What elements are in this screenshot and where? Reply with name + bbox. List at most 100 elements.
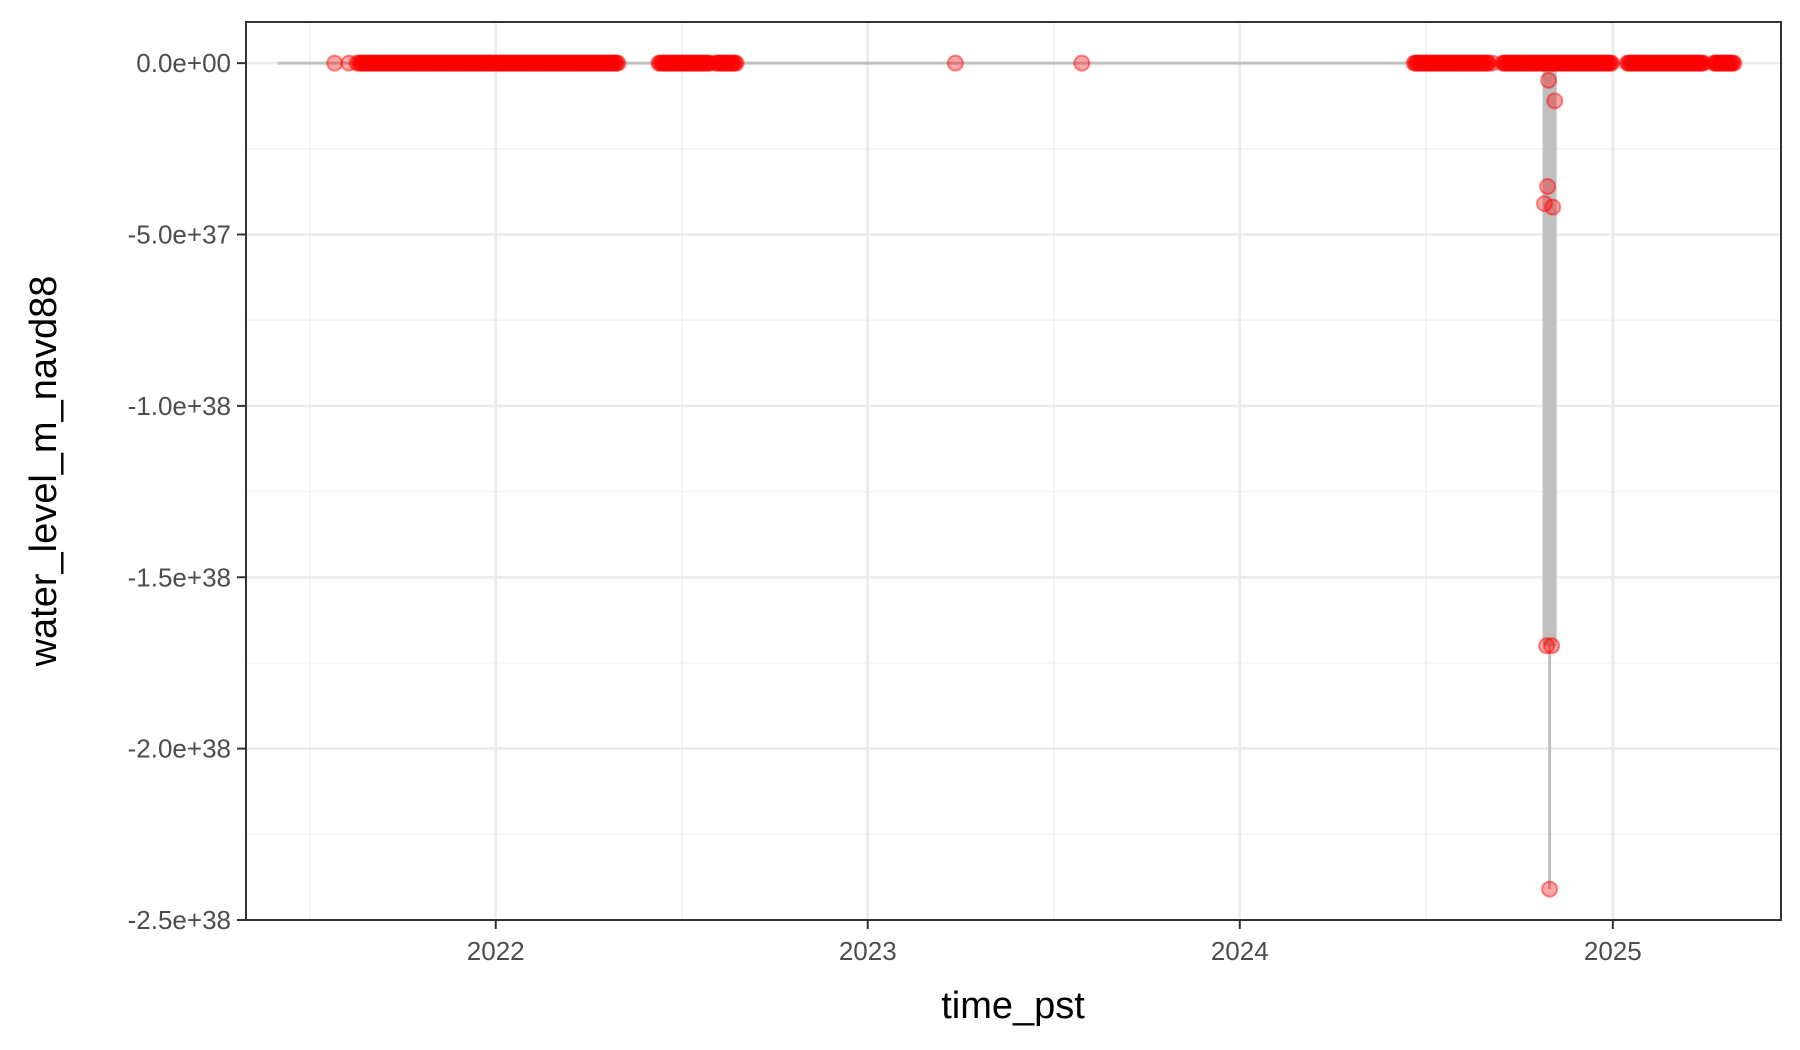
data-point [1519, 54, 1537, 72]
data-point [1686, 54, 1704, 72]
data-point [561, 54, 579, 72]
data-point [669, 54, 687, 72]
data-point [358, 54, 376, 72]
data-point [1544, 198, 1562, 216]
data-point [678, 54, 696, 72]
minor-gridlines [246, 22, 1781, 920]
data-point [657, 54, 675, 72]
data-point [436, 54, 454, 72]
data-point [656, 54, 674, 72]
data-point [382, 54, 400, 72]
data-point [1638, 54, 1656, 72]
data-point [473, 54, 491, 72]
data-point [451, 54, 469, 72]
data-point [715, 54, 733, 72]
data-point [465, 54, 483, 72]
data-point [1676, 54, 1694, 72]
data-point [483, 54, 501, 72]
data-point [406, 54, 424, 72]
data-point [520, 54, 538, 72]
data-point [601, 54, 619, 72]
data-point [566, 54, 584, 72]
data-point [1618, 54, 1636, 72]
data-point [1585, 54, 1603, 72]
data-point [1648, 54, 1666, 72]
data-point [1647, 54, 1665, 72]
data-point [398, 54, 416, 72]
data-point [1431, 54, 1449, 72]
data-point [1709, 54, 1727, 72]
data-point [1543, 637, 1561, 655]
data-point [1525, 54, 1543, 72]
data-point [712, 54, 730, 72]
data-point [1509, 54, 1527, 72]
data-point [593, 54, 611, 72]
data-point [1574, 54, 1592, 72]
data-point [1692, 54, 1710, 72]
data-point [373, 54, 391, 72]
data-point [1634, 54, 1652, 72]
data-point [1646, 54, 1664, 72]
data-point [591, 54, 609, 72]
data-point [661, 54, 679, 72]
data-point [1441, 54, 1459, 72]
data-point [362, 54, 380, 72]
data-point [1439, 54, 1457, 72]
data-point [441, 54, 459, 72]
data-point [666, 54, 684, 72]
data-point [568, 54, 586, 72]
data-point [716, 54, 734, 72]
data-point [1565, 54, 1583, 72]
data-point [651, 54, 669, 72]
data-point [578, 54, 596, 72]
data-point [546, 54, 564, 72]
data-point [1427, 54, 1445, 72]
data-point [539, 54, 557, 72]
data-point [1571, 54, 1589, 72]
panel-border [245, 21, 1782, 921]
data-point [675, 54, 693, 72]
data-point [1510, 54, 1528, 72]
data-point [430, 54, 448, 72]
data-point [352, 54, 370, 72]
panel-background [246, 22, 1781, 920]
data-point [1408, 54, 1426, 72]
data-point [684, 54, 702, 72]
data-point [589, 54, 607, 72]
data-point [423, 54, 441, 72]
data-point [357, 54, 375, 72]
data-point [1603, 54, 1621, 72]
data-point [713, 54, 731, 72]
data-point [445, 54, 463, 72]
data-point [560, 54, 578, 72]
data-point [605, 54, 623, 72]
data-point [549, 54, 567, 72]
data-point [1581, 54, 1599, 72]
data-point [1460, 54, 1478, 72]
data-point [690, 54, 708, 72]
data-point [1602, 54, 1620, 72]
data-point [446, 54, 464, 72]
data-point [668, 54, 686, 72]
data-point [1675, 54, 1693, 72]
data-point [1543, 54, 1561, 72]
data-point [1689, 54, 1707, 72]
data-point [545, 54, 563, 72]
data-point [600, 54, 618, 72]
data-point [497, 54, 515, 72]
data-point [417, 54, 435, 72]
data-point [1415, 54, 1433, 72]
data-point [365, 54, 383, 72]
data-point [395, 54, 413, 72]
data-point [363, 54, 381, 72]
data-point [389, 54, 407, 72]
data-point [1549, 54, 1567, 72]
data-point [1597, 54, 1615, 72]
data-point [1416, 54, 1434, 72]
data-point [592, 54, 610, 72]
data-point [564, 54, 582, 72]
data-point [570, 54, 588, 72]
data-point [1660, 54, 1678, 72]
data-point [418, 54, 436, 72]
data-point [1461, 54, 1479, 72]
